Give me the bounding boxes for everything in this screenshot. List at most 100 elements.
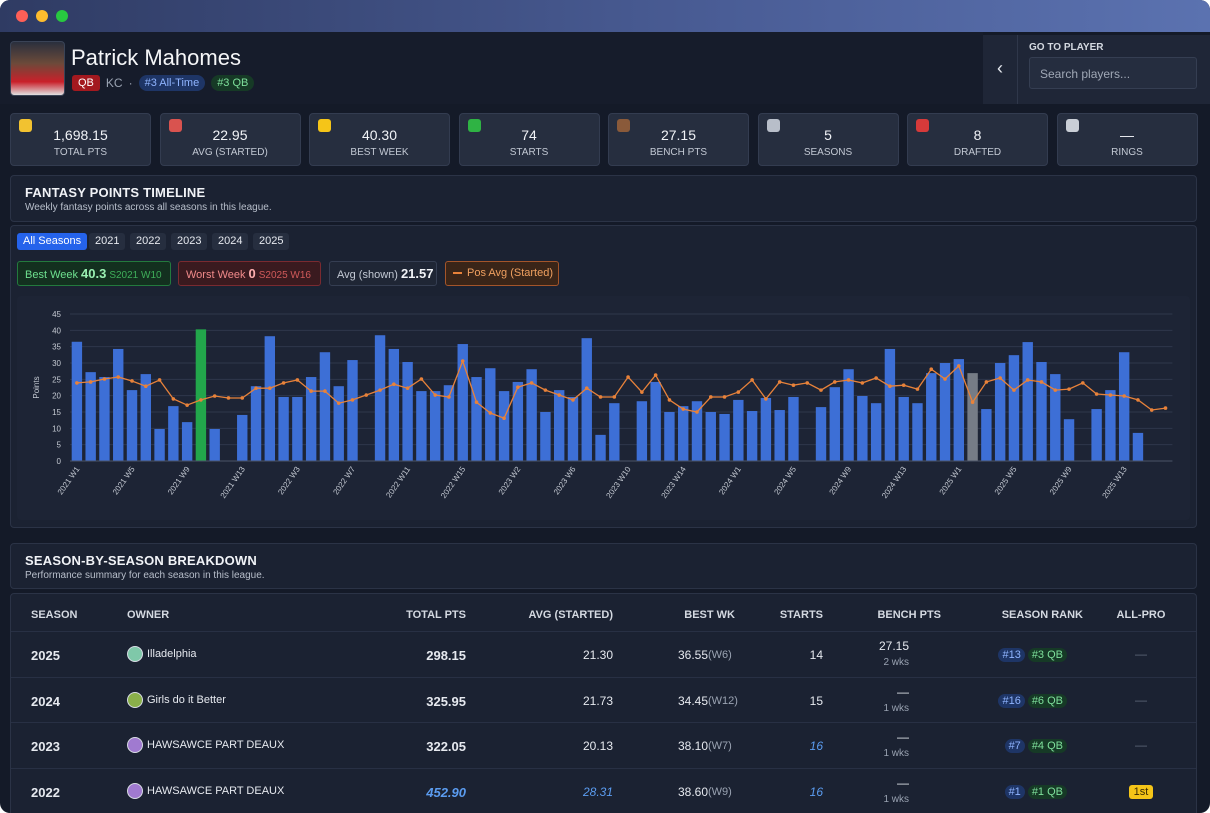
cell-bench-pts: 27.15	[878, 639, 909, 653]
bar	[609, 403, 620, 461]
y-tick-label: 40	[52, 326, 61, 335]
bar	[719, 413, 730, 461]
table-row[interactable]: 2024 Girls do it Better 325.95 21.73 34.45 (W…	[11, 676, 1196, 722]
cell-owner: HAWSAWCE PART DEAUX	[147, 784, 285, 797]
cell-all-pro: —	[1111, 647, 1171, 661]
pos-avg-point	[1012, 388, 1016, 392]
pos-avg-point	[1149, 408, 1154, 412]
stat-icon	[916, 119, 929, 132]
cell-bench-pts: —	[897, 775, 909, 790]
pos-avg-point	[640, 390, 644, 394]
bar	[664, 412, 675, 461]
bar	[760, 397, 772, 461]
pos-avg-point	[598, 395, 603, 399]
season-filter[interactable]: 2025	[253, 233, 290, 250]
season-filter[interactable]: 2023	[171, 233, 208, 250]
zoom-button[interactable]	[56, 10, 68, 22]
bar	[264, 336, 276, 461]
stat-label: RINGS	[1111, 147, 1143, 158]
owner-avatar	[127, 691, 143, 708]
cell-all-pro: —	[1111, 738, 1171, 752]
collapse-button[interactable]: ‹	[983, 35, 1018, 104]
cell-season: 2022	[31, 784, 60, 800]
pos-rank-badge: #1 QB	[1027, 784, 1067, 799]
bar	[402, 362, 413, 461]
pos-avg-point	[736, 390, 741, 394]
table-row[interactable]: 2023 HAWSAWCE PART DEAUX 322.05 20.13 38.10(…	[11, 722, 1196, 767]
pos-avg-point	[777, 380, 782, 384]
close-button[interactable]	[16, 10, 28, 22]
section-title: SEASON-BY-SEASON BREAKDOWN	[25, 553, 257, 568]
pos-avg-point	[199, 398, 203, 402]
cell-owner: HAWSAWCE PART DEAUX	[147, 739, 285, 752]
bar	[416, 391, 427, 461]
player-name: Patrick Mahomes	[71, 45, 241, 70]
pos-avg-point	[1081, 381, 1085, 385]
y-tick-label: 45	[52, 310, 61, 319]
stat-icon	[617, 119, 630, 132]
pos-avg-point	[350, 398, 355, 402]
pos-avg-point	[185, 403, 189, 407]
stat-icon	[766, 119, 780, 132]
cell-best-wk: 38.60	[677, 784, 708, 799]
bar	[209, 428, 220, 461]
table-row[interactable]: 2025 Illadelphia 298.15 21.30 36.55 (W6) 14 27.…	[11, 631, 1196, 676]
cell-avg: 21.73	[582, 693, 613, 708]
all-pro-badge: —	[1135, 647, 1147, 661]
stat-label: TOTAL PTS	[53, 147, 108, 158]
table-row[interactable]: 2022 HAWSAWCE PART DEAUX 452.90 28.31 38.60(…	[11, 767, 1196, 813]
cell-avg: 28.31	[582, 784, 613, 799]
pos-avg-point	[626, 375, 630, 379]
bar	[967, 373, 978, 461]
section-subtitle: Performance summary for each season in t…	[25, 570, 265, 581]
cell-avg: 21.30	[582, 648, 613, 662]
pos-avg-point	[392, 382, 396, 387]
season-filter[interactable]: All Seasons	[17, 233, 88, 250]
search-input[interactable]: Search players...	[1029, 57, 1197, 89]
pos-avg-point	[240, 396, 245, 400]
bar	[567, 396, 579, 461]
cell-best-wk: 34.45	[677, 693, 708, 708]
season-filter[interactable]: 2024	[212, 233, 249, 250]
search-panel: ‹ GO TO PLAYER Search players...	[983, 35, 1210, 104]
pos-avg-point	[516, 385, 520, 389]
season-filter[interactable]: 2021	[89, 233, 126, 250]
bar	[512, 381, 524, 461]
season-filter[interactable]: 2022	[130, 233, 167, 250]
bar	[471, 377, 482, 461]
cell-starts: 15	[809, 693, 823, 708]
bar	[581, 338, 592, 461]
pos-avg-point	[88, 380, 93, 384]
bar	[636, 401, 648, 461]
cell-season: 2023	[31, 739, 60, 755]
cell-rank: #13 #3 QB	[995, 647, 1067, 662]
stat-value: 8	[973, 127, 982, 143]
bar	[733, 399, 744, 461]
cell-total-pts: 325.95	[426, 693, 466, 709]
pos-avg-point	[984, 380, 989, 384]
minimize-button[interactable]	[36, 10, 48, 22]
pos-avg-point	[116, 375, 121, 379]
column-header: BENCH PTS	[877, 609, 941, 621]
pos-avg-point	[143, 384, 148, 388]
cell-total-pts: 298.15	[426, 648, 466, 663]
pos-avg-point	[102, 377, 107, 381]
y-tick-label: 15	[52, 408, 61, 417]
player-meta: QB KC · #3 All-Time #3 QB	[72, 75, 255, 91]
bar	[815, 407, 827, 461]
rank-badge: #16	[998, 693, 1025, 708]
pos-avg-point	[846, 378, 851, 382]
pos-avg-point	[405, 386, 410, 390]
bar	[553, 390, 565, 461]
y-tick-label: 5	[57, 441, 62, 450]
pos-avg-chip[interactable]: Pos Avg (Started)	[445, 261, 559, 286]
pos-avg-point	[667, 398, 672, 402]
pos-avg-point	[805, 381, 810, 385]
pos-avg-point	[75, 381, 79, 385]
y-tick-label: 25	[52, 375, 61, 384]
pos-avg-point	[888, 384, 892, 388]
bar	[85, 372, 96, 461]
bar	[388, 348, 400, 461]
pos-avg-point	[750, 378, 754, 382]
title-bar	[0, 0, 1210, 32]
